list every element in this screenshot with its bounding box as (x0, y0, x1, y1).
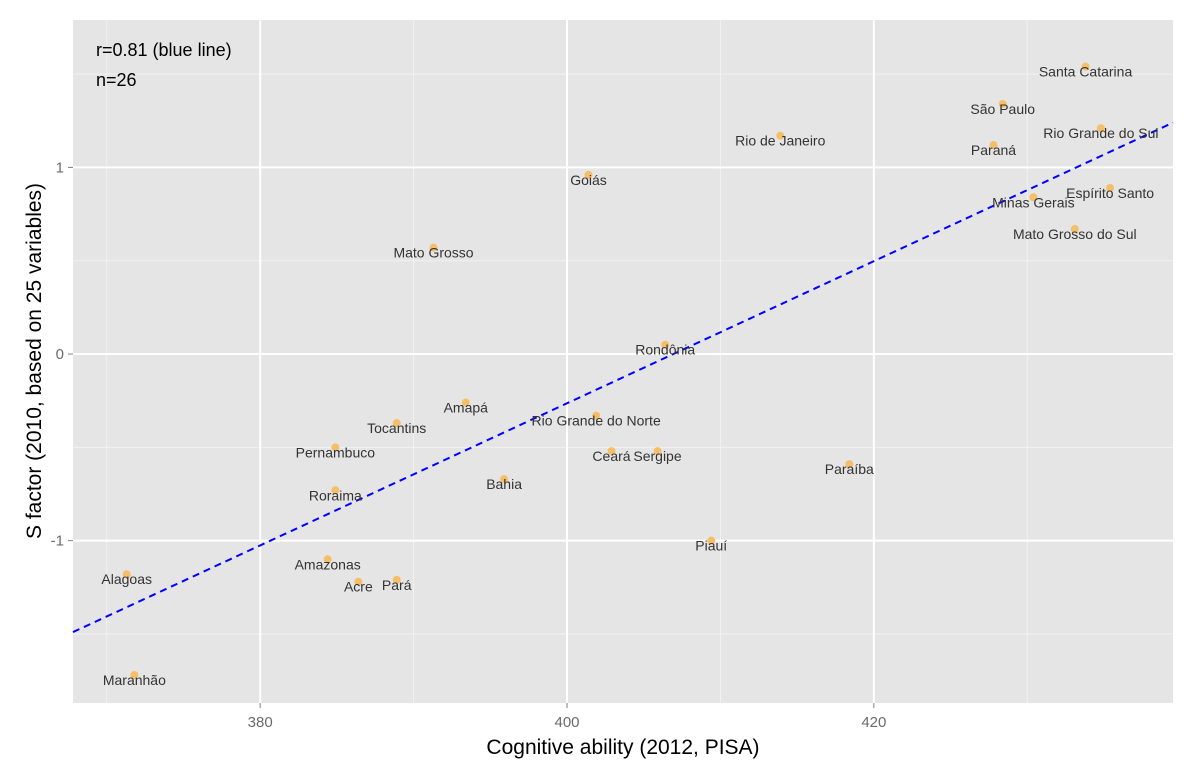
point-label: Sergipe (633, 448, 681, 464)
data-point (592, 411, 601, 420)
point-label: Amapá (444, 400, 489, 416)
point-label: Ceará (592, 448, 630, 464)
x-tick-label: 380 (248, 714, 273, 731)
data-point (392, 419, 401, 428)
point-label: Tocantins (367, 420, 426, 436)
data-point (122, 570, 131, 579)
point-label: Alagoas (101, 571, 152, 587)
y-tick-label: 1 (56, 159, 64, 176)
point-label: Paraná (971, 142, 1016, 158)
point-label: Mato Grosso do Sul (1013, 226, 1137, 242)
point-label: Rondônia (635, 342, 695, 358)
point-label: Maranhão (103, 672, 166, 688)
data-point (500, 475, 509, 484)
point-label: Rio Grande do Norte (532, 413, 661, 429)
x-tick-label: 400 (554, 714, 579, 731)
point-label: São Paulo (970, 101, 1035, 117)
data-point (653, 447, 662, 456)
point-label: Rio Grande do Sul (1043, 125, 1158, 141)
data-point (354, 577, 363, 586)
point-label: Piauí (695, 538, 727, 554)
data-point (392, 575, 401, 584)
point-label: Pará (382, 577, 412, 593)
y-tick-label: -1 (51, 533, 64, 550)
points-group (122, 62, 1115, 680)
data-point (429, 243, 438, 252)
point-labels-group: Santa Catarina São Paulo Rio Grande do Sul… (101, 64, 1158, 688)
trend-line-group (72, 121, 1174, 633)
data-point (584, 170, 593, 179)
tick-labels-group: 380 400 420 -1 0 1 (51, 159, 887, 731)
point-label: Minas Gerais (992, 194, 1074, 210)
point-label: Acre (344, 579, 373, 595)
data-point (998, 99, 1007, 108)
x-axis-title: Cognitive ability (2012, PISA) (486, 736, 759, 759)
data-point (461, 398, 470, 407)
data-point (776, 131, 785, 140)
data-point (607, 447, 616, 456)
data-point (1029, 193, 1038, 202)
y-axis-title: S factor (2010, based on 25 variables) (23, 183, 46, 539)
point-label: Goiás (570, 172, 607, 188)
point-label: Santa Catarina (1039, 64, 1133, 80)
data-point (845, 460, 854, 469)
data-point (1096, 124, 1105, 133)
data-point (331, 486, 340, 495)
point-label: Pernambuco (296, 444, 376, 460)
point-label: Bahia (486, 476, 522, 492)
data-point (323, 555, 332, 564)
y-tick-label: 0 (56, 346, 64, 363)
data-point (989, 141, 998, 150)
data-point (331, 443, 340, 452)
trend-line (72, 121, 1174, 633)
point-label: Amazonas (295, 556, 361, 572)
data-point (1070, 225, 1079, 234)
point-label: Rio de Janeiro (735, 133, 825, 149)
data-point (130, 671, 139, 680)
data-point (707, 536, 716, 545)
point-label: Mato Grosso (393, 245, 473, 261)
grid-lines (73, 20, 1173, 703)
plot-panel (73, 20, 1173, 703)
annotation-n: n=26 (96, 70, 137, 90)
point-label: Espírito Santo (1066, 185, 1154, 201)
point-label: Paraíba (825, 461, 874, 477)
annotation-r: r=0.81 (blue line) (96, 40, 232, 60)
data-point (1106, 183, 1115, 192)
x-tick-label: 420 (861, 714, 886, 731)
data-point (661, 340, 670, 349)
point-label: Roraima (309, 487, 362, 503)
data-point (1081, 62, 1090, 71)
